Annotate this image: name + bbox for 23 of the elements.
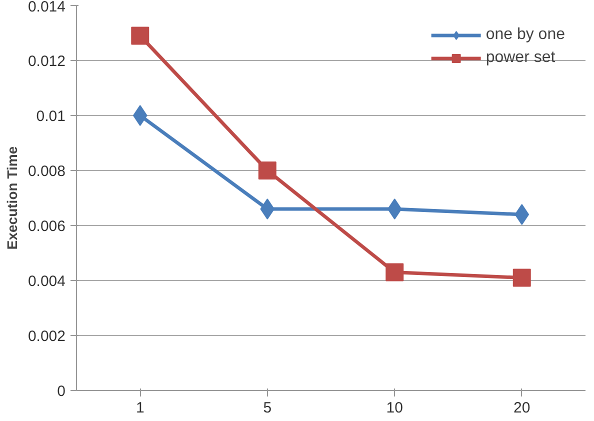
y-axis-title: Execution Time (4, 146, 20, 250)
y-tick-label: 0.014 (28, 0, 66, 16)
point (258, 162, 276, 180)
point (132, 105, 148, 126)
y-tick-label: 0.004 (28, 273, 66, 290)
x-tick-label: 10 (386, 400, 403, 416)
y-tick-label: 0.008 (28, 163, 66, 180)
legend-label: power set (486, 49, 556, 67)
x-tick-label: 5 (263, 400, 272, 416)
legend-label: one by one (486, 26, 565, 44)
x-tick-label: 20 (514, 400, 530, 416)
point (386, 263, 404, 282)
y-tick-label: 0.002 (28, 328, 66, 345)
y-tick-label: 0 (57, 383, 66, 400)
point (131, 26, 150, 45)
point (514, 204, 530, 225)
point (387, 198, 402, 220)
point (512, 268, 531, 287)
x-tick-label: 1 (136, 400, 144, 416)
point (260, 198, 275, 220)
y-tick-label: 0.01 (36, 108, 66, 125)
y-tick-label: 0.006 (28, 218, 66, 235)
y-tick-label: 0.012 (28, 53, 66, 70)
